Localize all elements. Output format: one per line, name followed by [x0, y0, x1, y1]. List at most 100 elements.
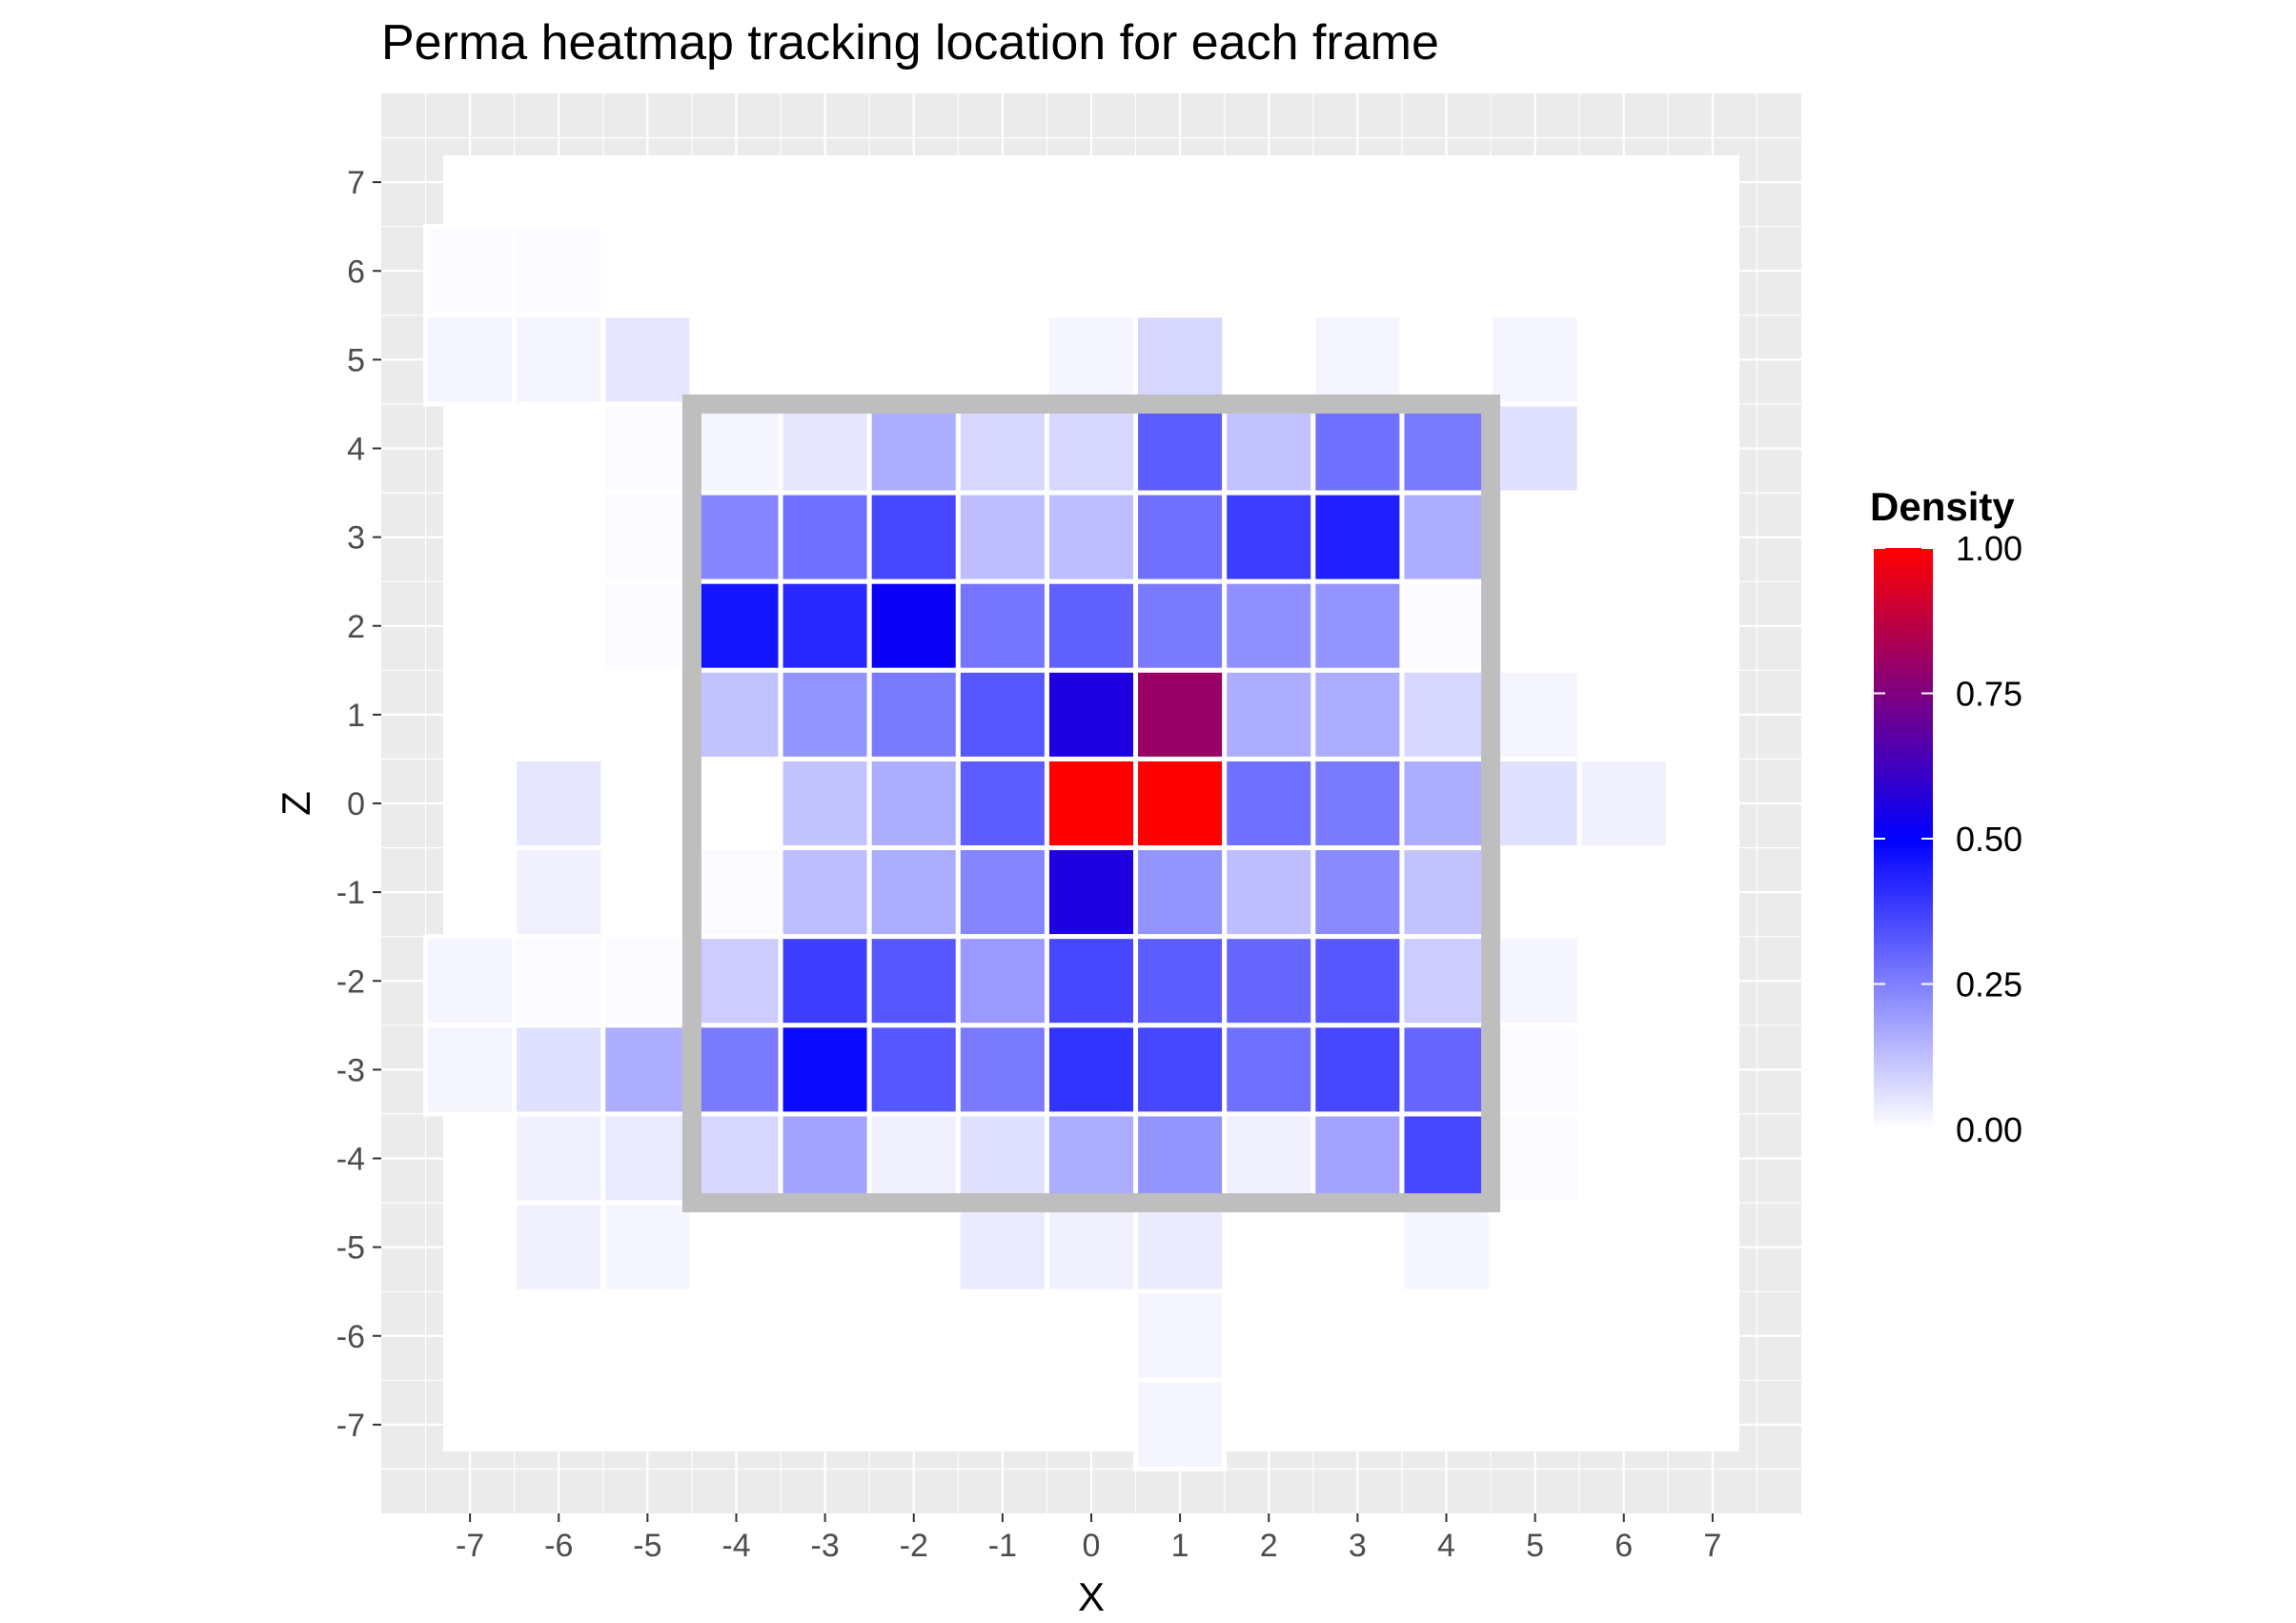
y-tick-label: 3	[347, 520, 365, 557]
heatmap-cell	[866, 845, 961, 940]
heatmap-cell	[1311, 490, 1405, 584]
heatmap-cell	[1576, 756, 1671, 851]
heatmap-cell	[1488, 1111, 1582, 1206]
x-tick-label: 3	[1349, 1528, 1367, 1564]
heatmap-cell	[689, 401, 783, 496]
heatmap-cell	[1044, 401, 1139, 496]
heatmap-cell	[1488, 1023, 1582, 1117]
heatmap-cell	[955, 1023, 1049, 1117]
heatmap-cell	[1311, 667, 1405, 761]
heatmap-cell	[600, 1023, 695, 1117]
heatmap-cell	[955, 934, 1049, 1028]
heatmap-cell	[1222, 578, 1316, 673]
heatmap-cell	[1044, 845, 1139, 940]
y-tick-label: 7	[347, 165, 365, 201]
heatmap-cell	[778, 490, 872, 584]
heatmap-cell	[1044, 756, 1139, 851]
y-tick-label: -6	[336, 1319, 365, 1355]
y-tick-label: -1	[336, 875, 365, 911]
legend-label: 1.00	[1956, 529, 2022, 568]
heatmap-cell	[423, 934, 518, 1028]
heatmap-cell	[1044, 313, 1139, 407]
y-tick-label: 5	[347, 342, 365, 378]
heatmap-cell	[1311, 1111, 1405, 1206]
heatmap-cell	[866, 490, 961, 584]
y-tick-label: -3	[336, 1052, 365, 1088]
heatmap-cells	[423, 224, 1671, 1471]
heatmap-cell	[1044, 1023, 1139, 1117]
heatmap-cell	[955, 578, 1049, 673]
heatmap-cell	[1311, 934, 1405, 1028]
heatmap-cell	[955, 490, 1049, 584]
heatmap-cell	[1399, 401, 1493, 496]
y-axis-title: Z	[274, 791, 318, 816]
y-tick-label: 6	[347, 254, 365, 290]
heatmap-cell	[600, 1200, 695, 1294]
heatmap-cell	[1133, 578, 1228, 673]
heatmap-cell	[866, 578, 961, 673]
heatmap-cell	[1311, 1023, 1405, 1117]
y-tick-label: 1	[347, 698, 365, 734]
x-tick-label: -1	[988, 1528, 1017, 1564]
heatmap-cell	[778, 667, 872, 761]
heatmap-cell	[689, 1023, 783, 1117]
heatmap-cell	[955, 756, 1049, 851]
heatmap-cell	[866, 756, 961, 851]
heatmap-cell	[1133, 490, 1228, 584]
heatmap-cell	[1133, 1288, 1228, 1383]
heatmap-cell	[689, 1111, 783, 1206]
heatmap-cell	[1222, 667, 1316, 761]
heatmap-cell	[512, 1200, 606, 1294]
heatmap-cell	[600, 313, 695, 407]
y-tick-label: -5	[336, 1230, 365, 1267]
x-tick-label: -3	[811, 1528, 840, 1564]
heatmap-cell	[1222, 1023, 1316, 1117]
heatmap-cell	[1488, 667, 1582, 761]
heatmap-cell	[689, 490, 783, 584]
x-tick-label: 4	[1437, 1528, 1455, 1564]
heatmap-cell	[512, 756, 606, 851]
heatmap-cell	[866, 401, 961, 496]
y-tick-label: -4	[336, 1142, 365, 1178]
heatmap-cell	[778, 934, 872, 1028]
y-axis-ticks: -7 -6 -5 -4 -3 -2 -1 0 1 2 3 4 5 6 7	[336, 165, 381, 1444]
x-tick-label: 7	[1703, 1528, 1721, 1564]
heatmap-cell	[689, 934, 783, 1028]
y-tick-label: -2	[336, 964, 365, 1000]
legend-label: 0.50	[1956, 820, 2022, 859]
legend-label: 0.00	[1956, 1110, 2022, 1149]
y-tick-label: -7	[336, 1408, 365, 1444]
x-tick-label: -7	[456, 1528, 484, 1564]
strike-zone-box	[681, 394, 1501, 1213]
heatmap-cell	[1133, 401, 1228, 496]
heatmap-cell	[1399, 1023, 1493, 1117]
heatmap-cell	[1133, 845, 1228, 940]
legend-label: 0.75	[1956, 675, 2022, 714]
legend: Density 1.00 0.75 0.50 0.25 0.00	[1870, 484, 2022, 1149]
heatmap-cell	[512, 224, 606, 318]
legend-label: 0.25	[1956, 965, 2022, 1004]
heatmap-cell	[1488, 401, 1582, 496]
heatmap-cell	[1044, 1200, 1139, 1294]
heatmap-cell	[600, 490, 695, 584]
heatmap-cell	[600, 578, 695, 673]
heatmap-cell	[1399, 490, 1493, 584]
heatmap-cell	[1044, 934, 1139, 1028]
x-tick-label: 0	[1083, 1528, 1101, 1564]
heatmap-cell	[955, 667, 1049, 761]
heatmap-cell	[1133, 1200, 1228, 1294]
x-tick-label: 6	[1615, 1528, 1633, 1564]
y-tick-label: 4	[347, 432, 365, 468]
heatmap-cell	[955, 1111, 1049, 1206]
heatmap-cell	[1222, 401, 1316, 496]
heatmap-cell	[1222, 1111, 1316, 1206]
heatmap-cell	[512, 313, 606, 407]
x-tick-label: 5	[1526, 1528, 1544, 1564]
heatmap-cell	[1133, 934, 1228, 1028]
heatmap-cell	[778, 1023, 872, 1117]
heatmap-cell	[1399, 756, 1493, 851]
x-axis-ticks: -7 -6 -5 -4 -3 -2 -1 0 1 2 3 4 5 6 7	[456, 1513, 1721, 1564]
heatmap-cell	[866, 667, 961, 761]
heatmap-cell	[423, 224, 518, 318]
